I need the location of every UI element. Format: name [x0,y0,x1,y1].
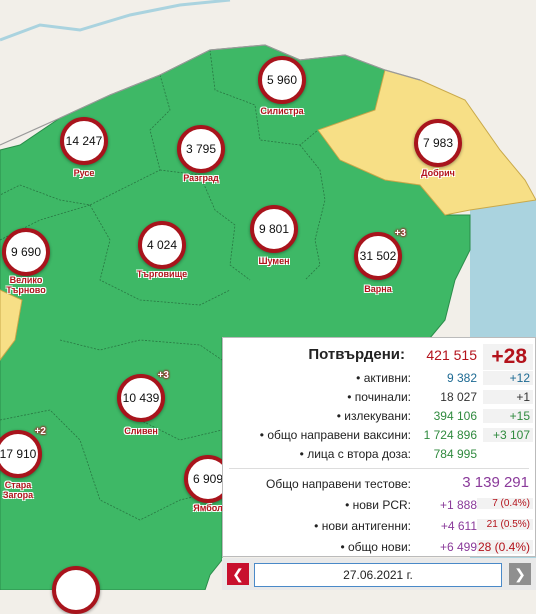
test-value: +4 611 [440,519,477,533]
stat-row: • активни: 9 382 +12 [223,371,536,391]
confirmed-delta: +28 [483,344,533,370]
marker-razgrad[interactable]: 3 795 [177,125,225,173]
next-date-button[interactable]: ❯ [509,563,531,585]
stat-value: 784 995 [433,447,477,461]
stat-row: • общо направени ваксини: 1 724 896 +3 107 [223,428,536,448]
marker-stara[interactable]: 17 910 +2 [0,426,46,478]
region-name-targovishte: Търговище [136,269,188,279]
divider [229,468,529,469]
tests-value: 3 139 291 [462,474,529,491]
stat-row: • починали: 18 027 +1 [223,390,536,410]
test-delta: 7 (0.4%) [477,498,533,509]
region-left-yellow [0,289,23,361]
confirmed-value: 421 515 [426,347,477,363]
marker-targovishte[interactable]: 4 024 [138,221,186,269]
region-name-razgrad: Разград [183,173,219,183]
marker-silistra[interactable]: 5 960 [258,56,306,104]
region-name-ruse: Русе [73,168,95,178]
stat-label: • починали: [347,390,411,404]
marker-bottom[interactable] [52,566,100,614]
marker-sliven[interactable]: 10 439 +3 [117,370,169,422]
marker-delta: +2 [34,426,46,437]
region-name-dobrich: Добрич [421,168,455,178]
region-name-silistra: Силистра [260,106,304,116]
marker-delta: +3 [157,370,169,381]
stat-label: • активни: [356,371,411,385]
chevron-right-icon: ❯ [514,565,526,582]
marker-veliko[interactable]: 9 690 [2,228,50,276]
stat-value: 18 027 [440,390,477,404]
stat-delta: +3 107 [483,428,533,442]
date-display[interactable]: 27.06.2021 г. [254,563,502,587]
marker-count: 17 910 [0,447,37,461]
region-name-veliko: Велико Търново [6,275,46,295]
marker-count: 6 909 [192,472,224,486]
test-delta: 28 (0.4%) [477,540,533,554]
stat-value: 1 724 896 [423,428,477,442]
test-row: • нови антигенни: +4 611 21 (0.5%) [223,519,536,539]
test-value: +6 499 [439,540,477,554]
marker-count: 31 502 [359,249,397,263]
marker-count: 7 983 [422,136,454,150]
marker-count: 14 247 [65,134,103,148]
marker-count: 3 795 [185,142,217,156]
marker-count: 4 024 [146,238,178,252]
marker-dobrich[interactable]: 7 983 [414,119,462,167]
test-label: • нови антигенни: [314,519,411,533]
confirmed-label: Потвърдени: [308,346,405,363]
test-row: • нови PCR: +1 888 7 (0.4%) [223,498,536,518]
stat-delta: +1 [483,390,533,404]
region-name-shumen: Шумен [258,256,290,266]
test-value: +1 888 [439,498,477,512]
stat-label: • излекувани: [336,409,411,423]
test-delta: 21 (0.5%) [477,519,533,530]
stat-value: 394 106 [433,409,477,423]
region-name-varna: Варна [364,284,392,294]
test-label: • общо нови: [340,540,411,554]
marker-varna[interactable]: 31 502 +3 [354,228,406,280]
marker-count: 9 690 [10,245,42,259]
test-row: • общо нови: +6 499 28 (0.4%) [223,540,536,560]
prev-date-button[interactable]: ❮ [227,563,249,585]
marker-count: 10 439 [122,391,160,405]
stat-label: • общо направени ваксини: [259,428,411,442]
tests-label: Общо направени тестове: [266,477,411,491]
danube-river [0,0,231,42]
stat-value: 9 382 [446,371,477,385]
stats-panel: Потвърдени: 421 515 +28 • активни: 9 382 +… [222,337,536,557]
marker-shumen[interactable]: 9 801 [250,205,298,253]
confirmed-row: Потвърдени: 421 515 +28 [223,344,536,370]
test-label: • нови PCR: [345,498,411,512]
marker-delta: +3 [394,228,406,239]
marker-count: 9 801 [258,222,290,236]
tests-row: Общо направени тестове: 3 139 291 [223,474,536,495]
marker-ruse[interactable]: 14 247 [60,117,108,165]
region-name-stara: Стара Загора [2,480,34,500]
chevron-left-icon: ❮ [232,565,244,582]
stat-delta: +15 [483,409,533,423]
border-line [0,44,421,146]
stat-delta: +12 [483,371,533,385]
stat-row: • лица с втора доза: 784 995 [223,447,536,467]
region-name-yambol: Ямбол [193,503,223,513]
region-name-sliven: Сливен [124,426,158,436]
stat-label: • лица с втора доза: [299,447,411,461]
marker-count: 5 960 [266,73,298,87]
stat-row: • излекувани: 394 106 +15 [223,409,536,429]
date-navigation: ❮ 27.06.2021 г. ❯ [222,558,536,590]
